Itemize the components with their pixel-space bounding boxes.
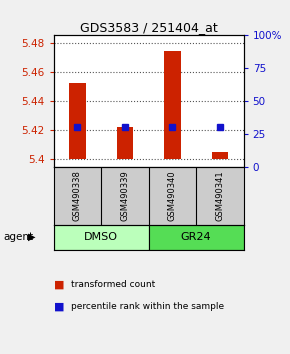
Text: GSM490339: GSM490339 <box>120 170 129 221</box>
Text: ▶: ▶ <box>28 232 35 242</box>
Bar <box>211 152 228 159</box>
Bar <box>69 84 86 159</box>
Bar <box>148 225 244 250</box>
Title: GDS3583 / 251404_at: GDS3583 / 251404_at <box>80 21 218 34</box>
Text: GSM490338: GSM490338 <box>73 170 82 221</box>
Text: ■: ■ <box>54 301 64 311</box>
Text: GR24: GR24 <box>181 232 211 242</box>
Bar <box>164 51 181 159</box>
Text: GSM490340: GSM490340 <box>168 170 177 221</box>
Text: GSM490341: GSM490341 <box>215 170 224 221</box>
Text: percentile rank within the sample: percentile rank within the sample <box>71 302 224 311</box>
Bar <box>54 225 148 250</box>
Text: agent: agent <box>3 232 33 242</box>
Bar <box>117 127 133 159</box>
Text: ■: ■ <box>54 280 64 290</box>
Text: transformed count: transformed count <box>71 280 155 290</box>
Text: DMSO: DMSO <box>84 232 118 242</box>
